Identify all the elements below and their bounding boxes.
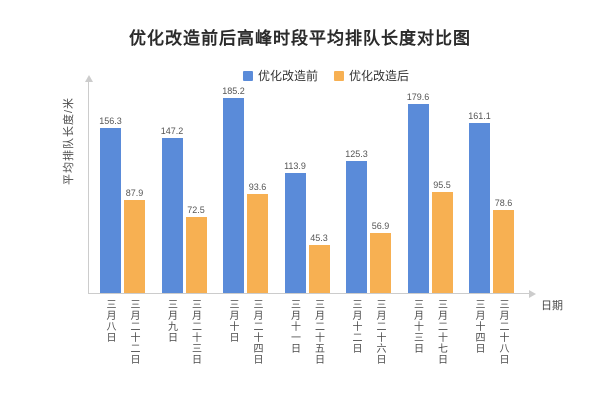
value-label-before-1: 147.2 xyxy=(160,126,184,136)
value-label-after-6: 78.6 xyxy=(494,198,513,208)
legend-label-after: 优化改造后 xyxy=(349,69,410,83)
value-label-before-2: 185.2 xyxy=(222,86,245,96)
value-label-before-3: 113.9 xyxy=(284,161,306,171)
x-tick-label-after-2: 三月二十四日 xyxy=(251,299,262,365)
y-axis-label: 平均排队长度/米 xyxy=(63,96,75,186)
legend-item-after: 优化改造后 xyxy=(334,67,409,84)
bar-after-0 xyxy=(124,200,145,293)
plot-area: 156.3 87.9 147.2 72.5 185.2 93.6 113.9 45.3 125.… xyxy=(84,75,536,298)
bar-before-3 xyxy=(284,173,306,293)
x-tick-label-before-5: 三月十三日 xyxy=(411,299,423,354)
x-tick-label-before-0: 三月八日 xyxy=(104,299,115,343)
x-tick-label-before-2: 三月十日 xyxy=(227,299,238,343)
x-tick-label-before-6: 三月十四日 xyxy=(473,299,484,354)
legend-item-before: 优化改造前 xyxy=(242,67,318,84)
legend-swatch-after xyxy=(334,70,344,81)
x-tick-label-after-4: 三月二十六日 xyxy=(374,299,385,365)
bar-after-1 xyxy=(185,217,207,293)
value-label-after-4: 56.9 xyxy=(371,221,390,231)
x-axis-arrow-icon xyxy=(529,289,536,298)
x-tick-label-before-3: 三月十一日 xyxy=(288,299,300,354)
x-tick-label-after-1: 三月二十三日 xyxy=(189,299,201,365)
bar-after-6 xyxy=(493,210,514,293)
bar-before-5 xyxy=(407,104,429,293)
value-label-after-1: 72.5 xyxy=(187,205,205,215)
x-tick-label-after-3: 三月二十五日 xyxy=(312,299,324,365)
bar-after-5 xyxy=(431,192,453,293)
y-axis-arrow-icon xyxy=(84,75,93,82)
x-axis-label: 日期 xyxy=(541,300,563,312)
bar-after-4 xyxy=(370,233,391,293)
x-tick-label-after-6: 三月二十八日 xyxy=(497,299,508,365)
bar-before-0 xyxy=(100,128,121,293)
chart-title: 优化改造前后高峰时段平均排队长度对比图 xyxy=(129,29,471,48)
value-label-before-5: 179.6 xyxy=(406,92,430,102)
x-tick-label-after-0: 三月二十二日 xyxy=(128,299,139,365)
legend-label-before: 优化改造前 xyxy=(257,69,318,83)
legend: 优化改造前 优化改造后 xyxy=(242,67,409,84)
value-label-before-0: 156.3 xyxy=(99,116,122,126)
bar-after-3 xyxy=(308,245,330,293)
bar-before-1 xyxy=(161,138,183,293)
value-label-after-3: 45.3 xyxy=(310,233,328,243)
bar-after-2 xyxy=(247,194,268,293)
value-label-after-0: 87.9 xyxy=(125,188,144,198)
bar-before-6 xyxy=(469,123,490,293)
value-label-before-4: 125.3 xyxy=(345,149,368,159)
value-label-after-2: 93.6 xyxy=(248,182,267,192)
x-tick-label-after-5: 三月二十七日 xyxy=(435,299,447,365)
x-tick-label-before-1: 三月九日 xyxy=(165,299,177,343)
value-label-after-5: 95.5 xyxy=(433,180,451,190)
bar-before-4 xyxy=(346,161,367,293)
x-tick-label-before-4: 三月十二日 xyxy=(350,299,361,354)
legend-swatch-before xyxy=(242,70,253,81)
value-label-before-6: 161.1 xyxy=(468,111,491,121)
bar-before-2 xyxy=(223,98,244,293)
